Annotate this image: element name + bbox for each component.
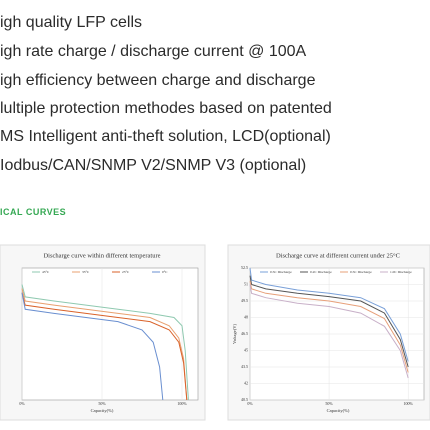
series-line xyxy=(21,292,188,401)
y-axis-label: Voltage(V) xyxy=(232,324,237,344)
y-tick-label: 52.5 xyxy=(241,265,248,270)
series-line xyxy=(21,284,189,401)
feature: lultiple protection methodes based on pa… xyxy=(0,100,332,117)
y-tick-label: 49.5 xyxy=(241,298,248,303)
x-axis-label: Capacity(%) xyxy=(91,408,114,413)
plot-area xyxy=(21,267,199,401)
y-tick-label: 43.5 xyxy=(241,364,248,369)
x-tick-label: 100% xyxy=(404,401,414,406)
feature: igh quality LFP cells xyxy=(0,14,142,31)
x-tick-label: 50% xyxy=(325,401,333,406)
y-tick-label: 42 xyxy=(244,380,248,385)
legend-label: 0.5C Discharge xyxy=(270,270,292,274)
x-axis-label: Capacity(%) xyxy=(327,408,350,413)
series-line xyxy=(249,281,409,373)
feature: igh rate charge / discharge current @ 10… xyxy=(0,43,307,60)
series-line xyxy=(249,284,409,379)
legend-label: 45°C xyxy=(42,270,50,274)
feature: igh efficiency between charge and discha… xyxy=(0,72,316,89)
y-tick-label: 48 xyxy=(244,314,248,319)
y-tick-label: 40.5 xyxy=(241,397,248,402)
y-tick-label: 51 xyxy=(244,281,248,286)
legend-label: 35°C xyxy=(82,270,90,274)
legend-label: 0.5C Discharge xyxy=(350,270,372,274)
y-tick-label: 45 xyxy=(244,347,248,352)
chart-title: Discharge curve within different tempera… xyxy=(43,252,160,259)
legend-label: 0.2C Discharge xyxy=(310,270,332,274)
chart-title: Discharge curve at different current und… xyxy=(276,252,400,259)
x-tick-label: 0% xyxy=(247,401,253,406)
legend-label: 25°C xyxy=(122,270,130,274)
feature: Iodbus/CAN/SNMP V2/SNMP V3 (optional) xyxy=(0,157,307,174)
x-tick-label: 50% xyxy=(98,401,106,406)
y-tick-label: 46.5 xyxy=(241,331,248,336)
legend-label: 1.0C Discharge xyxy=(390,270,412,274)
series-line xyxy=(249,275,409,368)
series-line xyxy=(249,267,409,362)
x-tick-label: 100% xyxy=(177,401,187,406)
section-title: ICAL CURVES xyxy=(0,207,67,217)
feature: MS Intelligent anti-theft solution, LCD(… xyxy=(0,128,331,145)
legend-label: 0°C xyxy=(162,270,168,274)
series-line xyxy=(21,292,164,401)
x-tick-label: 0% xyxy=(19,401,25,406)
series-line xyxy=(21,288,188,401)
